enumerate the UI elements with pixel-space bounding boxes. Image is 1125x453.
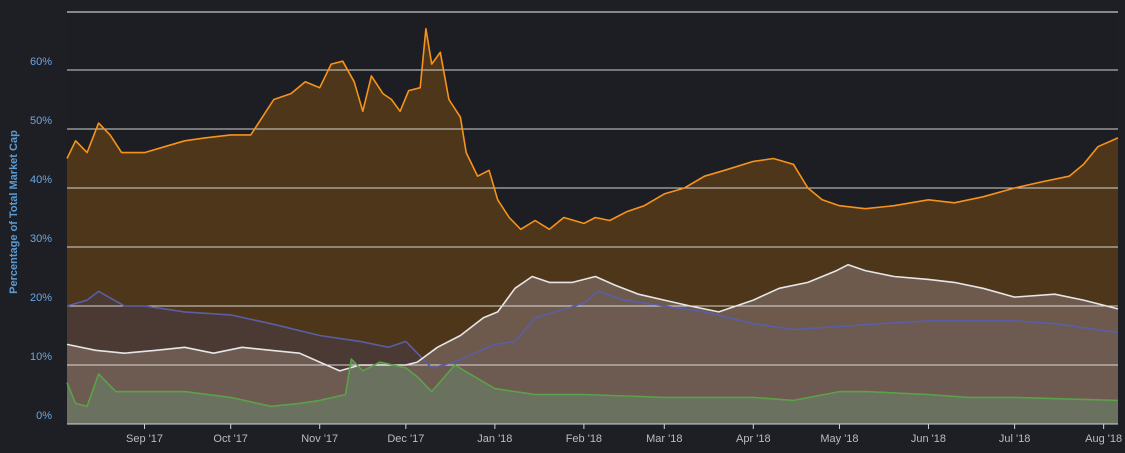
y-tick-label: 20% [30,292,52,304]
series-area-3 [67,264,1118,424]
x-tick-label: Feb '18 [566,433,602,445]
x-tick-label: Dec '17 [387,433,424,445]
x-tick-label: Sep '17 [126,433,163,445]
y-tick-label: 30% [30,233,52,245]
axis-layer: 0% 10% 20% 30% 40% 50% 60% Sep '17 Oct '17 Nov '1… [30,56,1122,445]
grid-layer [67,11,1118,366]
y-axis-label: Percentage of Total Market Cap [8,130,20,294]
x-tick-label: Jan '18 [477,433,512,445]
x-tick-label: May '18 [820,433,858,445]
series-line-1 [66,27,1119,231]
y-tick-label: 60% [30,56,52,68]
y-tick-label: 50% [30,115,52,127]
y-tick-label: 10% [30,351,52,363]
line-layer [66,27,1119,408]
x-tick-label: Nov '17 [301,433,338,445]
x-tick-label: Jun '18 [911,433,946,445]
y-tick-label: 40% [30,174,52,186]
x-tick-label: Aug '18 [1085,433,1122,445]
y-tick-label: 0% [36,410,52,422]
x-tick-label: Apr '18 [736,433,771,445]
series-area-4 [67,359,1118,424]
x-tick-label: Mar '18 [646,433,682,445]
series-line-4 [66,358,1119,408]
x-tick-label: Jul '18 [999,433,1030,445]
series-line-2 [66,290,1119,369]
x-tick-label: Oct '17 [213,433,248,445]
area-layer [67,12,1118,424]
series-line-3 [66,263,1119,372]
